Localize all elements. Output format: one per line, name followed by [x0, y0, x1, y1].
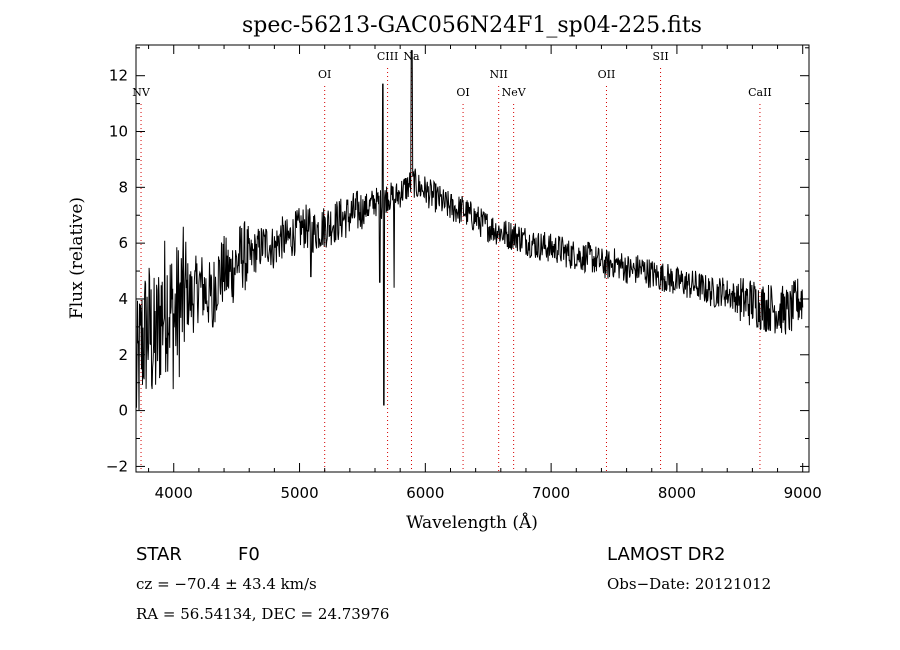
line-label-2: CIII — [377, 50, 398, 63]
x-tick-label: 9000 — [784, 484, 822, 502]
spectrum-series-line — [135, 50, 804, 411]
x-tick-label: 7000 — [532, 484, 570, 502]
x-tick-label: 8000 — [658, 484, 696, 502]
x-tick-label: 6000 — [406, 484, 444, 502]
line-label-4: OI — [456, 86, 469, 99]
line-label-7: OII — [598, 68, 616, 81]
redshift-cz: cz = −70.4 ± 43.4 km/s — [136, 575, 317, 593]
y-tick-label: 6 — [118, 234, 128, 252]
emission-line-markers: NV OI CIII Na OI NII NeV OII SII CaII — [132, 50, 772, 472]
plot-frame — [135, 44, 810, 473]
y-tick-label: 4 — [118, 290, 128, 308]
spectral-subclass: F0 — [238, 544, 260, 565]
y-tick-label: 12 — [109, 67, 128, 85]
series-layer — [135, 50, 804, 411]
line-label-6: NeV — [502, 86, 527, 99]
object-type: STAR — [136, 544, 182, 565]
coordinates: RA = 56.54134, DEC = 24.73976 — [136, 605, 389, 623]
x-axis-label: Wavelength (Å) — [406, 512, 538, 533]
line-label-9: CaII — [748, 86, 772, 99]
axis-ticks: 4000 5000 6000 7000 8000 9000 −2 0 2 4 6 8 10 12 — [106, 45, 822, 502]
survey-name: LAMOST DR2 — [607, 544, 725, 565]
y-axis-label: Flux (relative) — [67, 197, 87, 319]
line-label-1: OI — [318, 68, 331, 81]
line-label-0: NV — [132, 86, 151, 99]
x-tick-label: 4000 — [155, 484, 193, 502]
chart-title: spec-56213-GAC056N24F1_sp04-225.fits — [242, 13, 702, 38]
line-label-3: Na — [403, 50, 420, 63]
line-label-5: NII — [490, 68, 508, 81]
line-label-8: SII — [652, 50, 668, 63]
y-tick-label: 0 — [118, 402, 128, 420]
y-tick-label: 8 — [118, 178, 128, 196]
y-tick-label: 2 — [118, 346, 128, 364]
y-tick-label: 10 — [109, 123, 128, 141]
observation-date: Obs−Date: 20121012 — [607, 575, 771, 593]
x-tick-label: 5000 — [280, 484, 318, 502]
y-tick-label: −2 — [106, 457, 128, 475]
